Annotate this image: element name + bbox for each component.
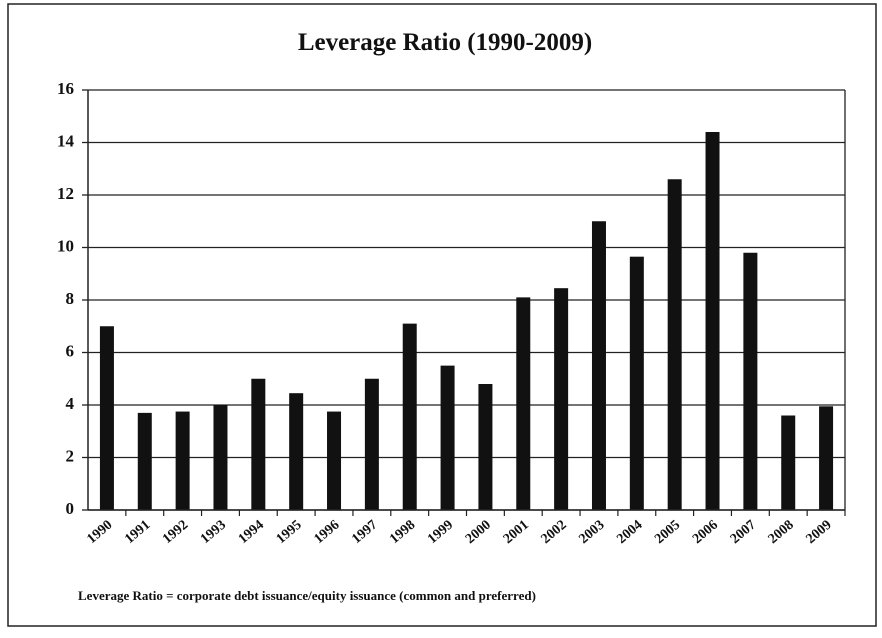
bar [667, 179, 682, 510]
y-tick-label: 10 [57, 236, 74, 255]
bar [440, 365, 455, 510]
bar [289, 393, 304, 510]
x-tick-label: 2007 [728, 518, 759, 547]
x-tick-label: 1991 [122, 518, 153, 547]
bar [175, 411, 190, 510]
x-tick-label: 1997 [349, 518, 380, 547]
y-tick-label: 12 [57, 184, 74, 203]
bar [327, 411, 342, 510]
x-tick-label: 2002 [539, 518, 570, 547]
bar [781, 415, 796, 510]
y-tick-label: 4 [66, 394, 75, 413]
x-tick-label: 2001 [501, 518, 532, 547]
x-tick-label: 2008 [766, 518, 797, 547]
x-tick-label: 1992 [160, 518, 191, 547]
x-tick-label: 2003 [576, 518, 607, 547]
bar [743, 252, 758, 510]
bar [516, 297, 531, 510]
y-tick-label: 8 [66, 289, 75, 308]
bar [99, 326, 114, 510]
bar [137, 412, 152, 510]
footnote: Leverage Ratio = corporate debt issuance… [78, 588, 536, 603]
y-tick-label: 14 [57, 131, 75, 150]
bar [402, 323, 417, 510]
x-tick-label: 2005 [652, 518, 683, 547]
x-tick-label: 2009 [804, 518, 835, 547]
x-tick-label: 1993 [198, 518, 229, 547]
bar [478, 384, 493, 510]
x-tick-label: 2004 [614, 518, 645, 547]
bar [705, 132, 720, 510]
chart-border [7, 3, 877, 627]
x-tick-label: 1995 [274, 518, 305, 547]
chart-title: Leverage Ratio (1990-2009) [298, 29, 592, 56]
x-tick-label: 1999 [425, 518, 456, 547]
x-tick-label: 1998 [387, 518, 418, 547]
x-tick-label: 1996 [312, 518, 343, 547]
x-tick-label: 2006 [690, 518, 721, 547]
x-tick-label: 1994 [236, 518, 267, 547]
bar [629, 256, 644, 510]
y-tick-label: 0 [66, 499, 75, 518]
x-tick-label: 2000 [463, 518, 494, 547]
x-tick-label: 1990 [84, 518, 115, 547]
bar [364, 378, 379, 510]
y-tick-label: 2 [66, 446, 75, 465]
bar [213, 405, 228, 510]
bar [591, 221, 606, 510]
y-tick-label: 16 [57, 79, 74, 98]
bar [251, 378, 266, 510]
bar [554, 288, 569, 510]
y-tick-label: 6 [66, 341, 75, 360]
bar [819, 406, 834, 510]
